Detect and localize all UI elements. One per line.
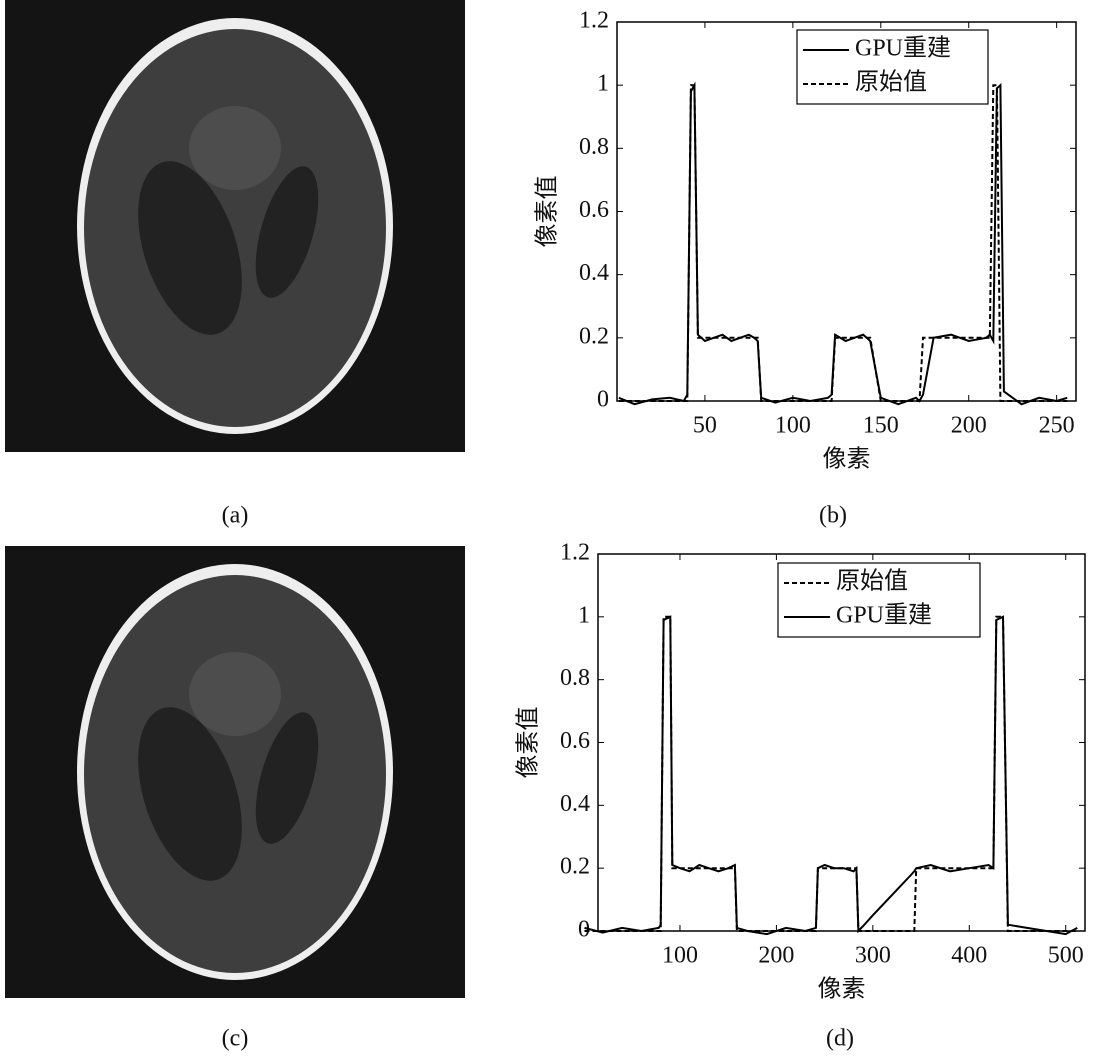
y-tick-label: 0 — [597, 387, 609, 413]
data-line — [618, 84, 1068, 402]
y-tick-label: 0.6 — [579, 197, 609, 223]
legend-label: 原始值 — [855, 69, 927, 96]
y-tick-label: 0.6 — [560, 728, 590, 754]
x-tick-label: 100 — [662, 943, 698, 969]
x-tick-label: 300 — [855, 943, 891, 969]
y-tick-label: 0 — [578, 917, 590, 943]
x-axis-label: 像素 — [818, 976, 866, 1003]
x-tick-label: 50 — [693, 413, 717, 439]
x-tick-label: 400 — [951, 943, 987, 969]
x-axis-label: 像素 — [823, 446, 871, 473]
y-tick-label: 0.2 — [579, 323, 609, 349]
phantom-image-c — [5, 546, 465, 998]
data-line — [584, 615, 1078, 936]
y-tick-label: 0.2 — [560, 854, 590, 880]
y-tick-label: 0.8 — [560, 665, 590, 691]
panel-label: (a) — [222, 503, 249, 529]
legend-label: 原始值 — [836, 568, 908, 595]
y-tick-label: 1 — [578, 602, 590, 628]
panel-label: (c) — [222, 1026, 249, 1052]
legend-label: GPU重建 — [836, 602, 932, 629]
y-tick-label: 0.8 — [579, 134, 609, 160]
x-tick-label: 200 — [758, 943, 794, 969]
x-tick-label: 500 — [1048, 943, 1084, 969]
phantom-image-a — [5, 0, 465, 452]
panel-label: (d) — [826, 1026, 854, 1052]
legend-box — [777, 562, 981, 638]
y-tick-label: 0.4 — [579, 260, 609, 286]
x-tick-label: 150 — [863, 413, 899, 439]
legend-box — [796, 29, 989, 105]
y-tick-label: 1.2 — [560, 540, 590, 566]
y-axis-label: 像素值 — [515, 707, 542, 779]
x-tick-label: 250 — [1039, 413, 1075, 439]
y-axis-label: 像素值 — [534, 176, 561, 248]
x-tick-label: 100 — [775, 413, 811, 439]
legend-label: GPU重建 — [855, 35, 951, 62]
panel-label: (b) — [819, 503, 847, 529]
y-tick-label: 1 — [597, 71, 609, 97]
x-tick-label: 200 — [951, 413, 987, 439]
y-tick-label: 0.4 — [560, 791, 590, 817]
y-tick-label: 1.2 — [579, 8, 609, 34]
